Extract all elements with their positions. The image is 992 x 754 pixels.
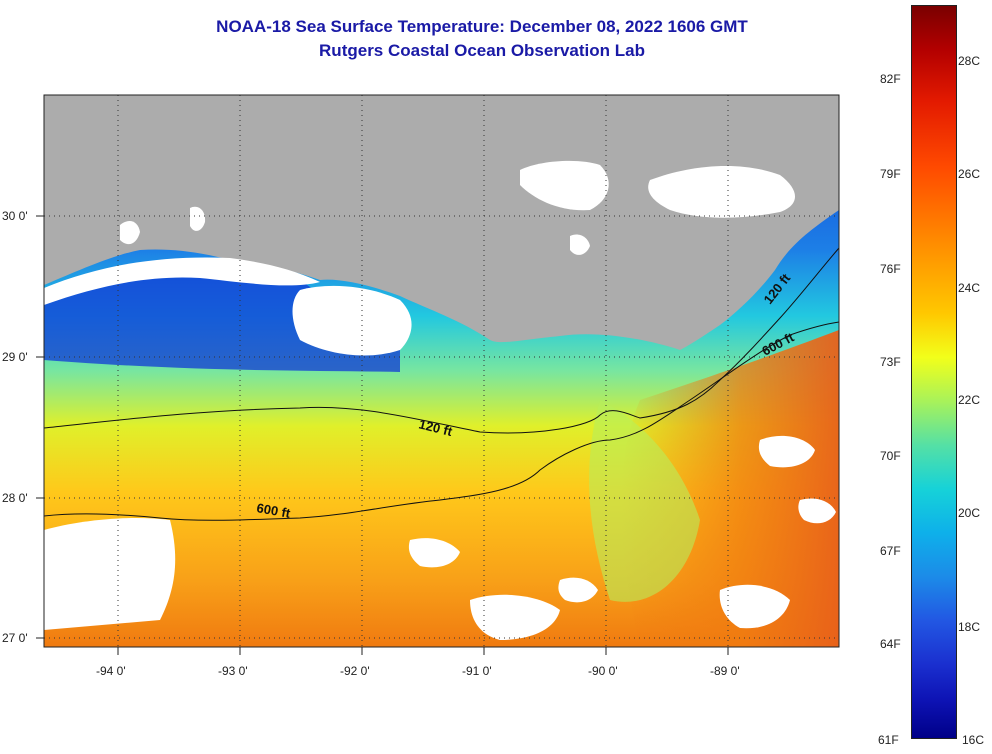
map-subtitle: Rutgers Coastal Ocean Observation Lab (319, 41, 645, 60)
lon-label: -94 0' (96, 664, 126, 678)
map-title: NOAA-18 Sea Surface Temperature: Decembe… (216, 17, 748, 36)
colorbar-f-label: 61F (878, 733, 899, 747)
lon-label: -92 0' (340, 664, 370, 678)
axis-ticks (36, 215, 729, 655)
colorbar-f-label: 67F (880, 544, 901, 558)
lon-label: -89 0' (710, 664, 740, 678)
colorbar-f-label: 64F (880, 637, 901, 651)
colorbar-f-label: 82F (880, 72, 901, 86)
lon-label: -93 0' (218, 664, 248, 678)
river-plume (589, 400, 700, 602)
contour-120ft (43, 247, 840, 434)
graticule (44, 95, 839, 647)
colorbar-f-label: 70F (880, 449, 901, 463)
lon-label: -91 0' (462, 664, 492, 678)
land-mass (44, 95, 839, 350)
lat-label: 29 0' (2, 350, 28, 364)
cloud-cover (44, 160, 836, 640)
colorbar-c-label: 24C (958, 281, 981, 295)
contour-label-600-west: 600 ft (255, 500, 292, 521)
colorbar-f-label: 73F (880, 355, 901, 369)
colorbar-c-label: 28C (958, 54, 981, 68)
colorbar-c-label: 18C (958, 620, 981, 634)
colorbar-f-label: 76F (880, 262, 901, 276)
lat-label: 27 0' (2, 631, 28, 645)
colorbar-c-label: 16C (962, 733, 985, 747)
temperature-colorbar (911, 5, 957, 739)
lat-label: 28 0' (2, 491, 28, 505)
map-frame (43, 94, 840, 648)
colorbar-c-label: 26C (958, 167, 981, 181)
lon-label: -90 0' (588, 664, 618, 678)
bathymetry-contours (43, 247, 840, 521)
colorbar-c-label: 22C (958, 393, 981, 407)
colorbar-c-label: 20C (958, 506, 981, 520)
lat-label: 30 0' (2, 209, 28, 223)
contour-600ft (43, 321, 840, 521)
colorbar-f-label: 79F (880, 167, 901, 181)
